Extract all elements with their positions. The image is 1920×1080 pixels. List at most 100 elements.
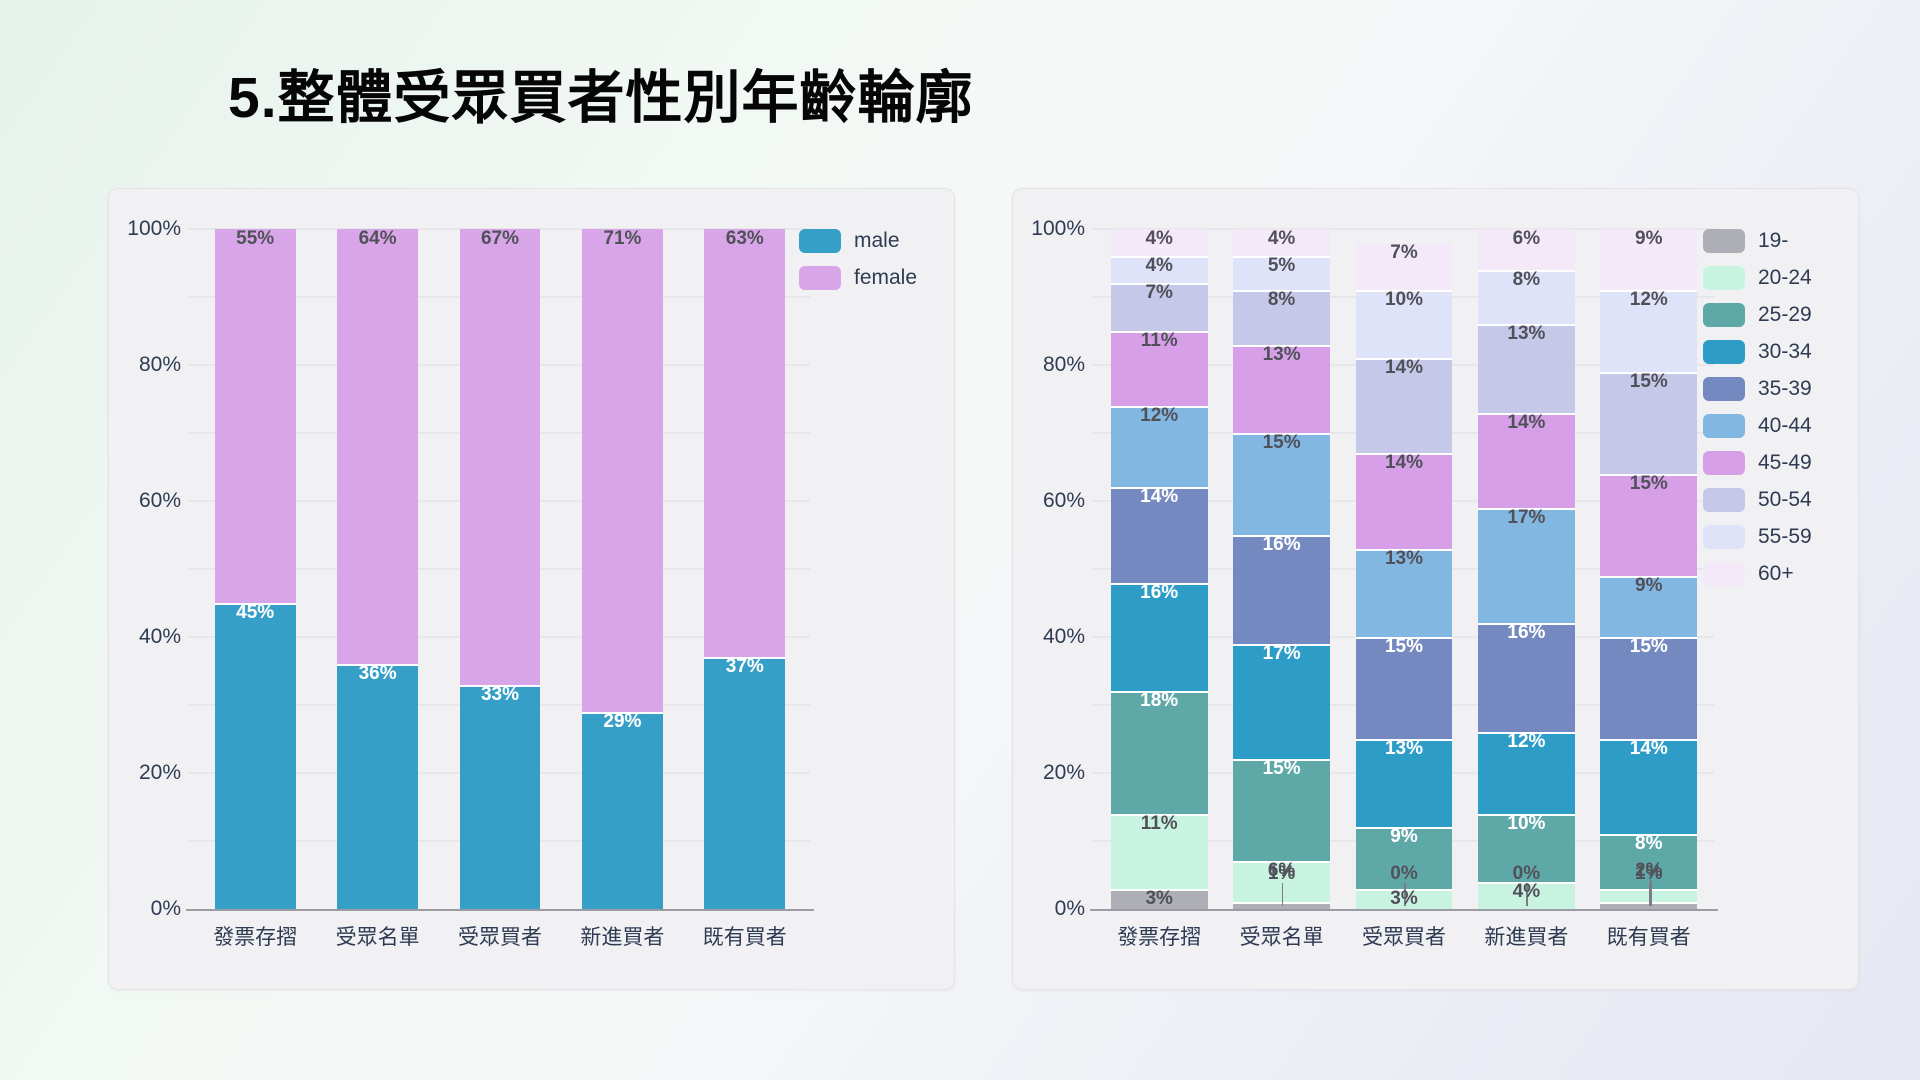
- legend-swatch-55-59: [1703, 525, 1745, 549]
- bar-segment: [459, 684, 541, 909]
- bar-segment: [1600, 290, 1698, 372]
- bar-value-label: 11%: [1140, 330, 1178, 351]
- bar-segment: [1355, 888, 1453, 909]
- bar-value-label: 15%: [1629, 370, 1668, 392]
- bar-value-label: 67%: [480, 228, 519, 249]
- bar-segment: [337, 664, 418, 909]
- bar-segment: [1355, 548, 1453, 637]
- legend-swatch-25-29: [1703, 303, 1745, 327]
- bar-value-label: 16%: [1262, 534, 1301, 555]
- bar-segment: [1355, 827, 1453, 889]
- bar-value-label: 15%: [1384, 636, 1423, 657]
- age-chart-plot: 0% 20% 40% 60% 80% 100% 發票存摺 受眾名單 受眾買者 新進買者 既有買者 3%…: [1013, 189, 1858, 989]
- bar-value-label: 6%: [1267, 860, 1296, 882]
- bar-segment: [1478, 229, 1575, 270]
- y-axis-tick-label: 40%: [1042, 625, 1085, 648]
- bar-segment: [704, 229, 786, 658]
- legend-entry: female: [799, 266, 917, 290]
- bar-segment: [1478, 324, 1575, 413]
- bar-segment: [1110, 813, 1208, 889]
- legend-label: 45-49: [1758, 451, 1812, 474]
- bar-segment: [1233, 229, 1330, 257]
- bar-segment: [582, 229, 663, 712]
- legend-entry: 19-: [1703, 229, 1812, 253]
- bar-value-label: 4%: [1145, 228, 1173, 249]
- bar-value-label: 12%: [1629, 289, 1668, 311]
- legend-swatch-40-44: [1703, 414, 1745, 438]
- legend-entry: male: [799, 229, 917, 253]
- y-axis-tick-label: 80%: [1042, 353, 1085, 376]
- bar-value-label: 1%: [1635, 863, 1663, 884]
- bar-segment: [1233, 759, 1330, 862]
- bar-segment: [1478, 507, 1575, 624]
- bar-segment: [1233, 344, 1330, 433]
- bar-value-label: 15%: [1262, 758, 1301, 780]
- legend-swatch-female: [799, 266, 841, 290]
- legend-entry: 55-59: [1703, 525, 1812, 549]
- legend-swatch-20-24: [1703, 266, 1745, 290]
- x-axis-category-label: 新進買者: [1484, 926, 1569, 949]
- gridline: [1092, 228, 1714, 230]
- legend-swatch-19-: [1703, 229, 1745, 253]
- legend-entry: 60+: [1703, 562, 1812, 586]
- bar-segment: [214, 229, 296, 603]
- legend-swatch-male: [799, 229, 841, 253]
- bar-segment: [1110, 691, 1208, 814]
- bar-segment: [1600, 371, 1698, 474]
- bar-value-label: 10%: [1384, 289, 1423, 311]
- bar-value-label: 37%: [725, 656, 764, 678]
- gender-chart-plot: 0% 20% 40% 60% 80% 100% 發票存摺 受眾名單 受眾買者 新進買者 既有買者 45…: [109, 189, 954, 989]
- bar-segment: [1600, 229, 1698, 291]
- bar-segment: [1233, 433, 1330, 535]
- bar-value-label: 8%: [1635, 833, 1663, 855]
- bar-segment: [1600, 575, 1698, 637]
- legend-label: 20-24: [1758, 266, 1812, 289]
- y-axis-tick-label: 80%: [138, 353, 181, 376]
- bar-segment: [1110, 283, 1208, 331]
- bar-segment: [1110, 582, 1208, 692]
- y-axis-tick-label: 40%: [138, 625, 181, 648]
- bar-segment: [1478, 813, 1575, 882]
- bar-value-label: 36%: [358, 663, 397, 685]
- legend-entry: 20-24: [1703, 266, 1812, 290]
- chart-legend: 19- 20-24 25-29 30-34 35-39 40-44 45-49 50-54 55…: [1703, 229, 1812, 599]
- bar-value-label: 29%: [603, 710, 642, 732]
- x-axis-category-label: 受眾名單: [335, 926, 420, 949]
- bar-value-label: 14%: [1629, 738, 1668, 759]
- y-axis-tick-label: 100%: [127, 217, 181, 240]
- label-leader-line: [1648, 883, 1651, 906]
- legend-entry: 50-54: [1703, 488, 1812, 512]
- x-axis-line: [1090, 909, 1718, 911]
- legend-swatch-30-34: [1703, 340, 1745, 364]
- bar-segment: [1233, 535, 1330, 644]
- legend-entry: 40-44: [1703, 414, 1812, 438]
- legend-label: 30-34: [1758, 340, 1812, 363]
- legend-label: 19-: [1758, 229, 1789, 252]
- bar-value-label: 1%: [1267, 863, 1296, 884]
- legend-label: 60+: [1758, 562, 1794, 585]
- bar-segment: [1110, 256, 1208, 284]
- legend-label: 50-54: [1758, 488, 1812, 511]
- bar-value-label: 0%: [1390, 863, 1418, 884]
- bar-segment: [1233, 256, 1330, 291]
- legend-label: 35-39: [1758, 377, 1812, 400]
- legend-label: 40-44: [1758, 414, 1812, 437]
- bar-value-label: 55%: [236, 228, 275, 249]
- y-axis-tick-label: 0%: [1054, 897, 1085, 920]
- legend-entry: 30-34: [1703, 340, 1812, 364]
- bar-value-label: 45%: [236, 602, 275, 623]
- bar-value-label: 12%: [1140, 404, 1179, 426]
- bar-value-label: 13%: [1384, 738, 1423, 759]
- legend-label: 55-59: [1758, 525, 1812, 548]
- bar-value-label: 17%: [1507, 506, 1546, 528]
- bar-value-label: 18%: [1140, 690, 1179, 712]
- bar-segment: [337, 229, 418, 665]
- bar-segment: [214, 603, 296, 909]
- bar-value-label: 9%: [1635, 228, 1663, 249]
- bar-segment: [1355, 242, 1453, 291]
- bar-value-label: 9%: [1635, 574, 1663, 596]
- x-axis-line: [186, 909, 814, 911]
- bar-segment: [704, 657, 786, 909]
- bar-segment: [1110, 331, 1208, 406]
- bar-segment: [1478, 732, 1575, 814]
